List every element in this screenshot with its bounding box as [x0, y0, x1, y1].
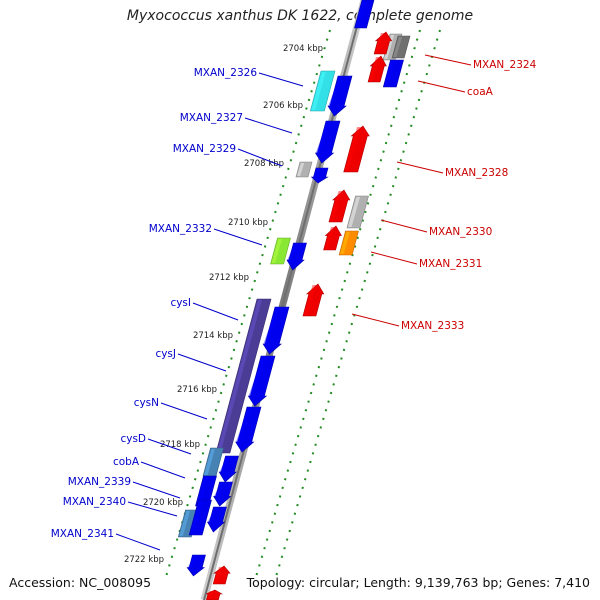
cysN-gene[interactable] [235, 406, 262, 453]
guide-line-inner-right [274, 29, 441, 581]
label-connector [127, 501, 178, 517]
MXAN_2339-gene[interactable] [213, 481, 233, 507]
MXAN_2333-gene[interactable] [302, 283, 325, 317]
guide-line-outer-right [254, 29, 421, 581]
label-connector [424, 54, 472, 66]
labels-layer: MXAN_2326 MXAN_2327 MXAN_2329 MXAN_2332 cysI… [51, 54, 537, 551]
MXAN_2340c-gene[interactable] [188, 499, 212, 536]
map-title: Myxococcus xanthus DK 1622, complete gen… [126, 8, 474, 24]
gene-label-left[interactable]: MXAN_2340 [63, 496, 126, 508]
gene-label-left[interactable]: cysI [170, 297, 191, 309]
MXAN_2342-red-gene[interactable] [212, 565, 231, 585]
ticks-layer: 2704 kbp 2706 kbp 2708 kbp 2710 kbp 2712 kbp… [124, 44, 323, 565]
MXAN_2326-gene[interactable] [309, 70, 336, 112]
cobA-gene[interactable] [218, 455, 239, 483]
MXAN_2322-top-gene[interactable] [354, 0, 375, 29]
label-connector [177, 353, 227, 372]
gene-label-left[interactable]: MXAN_2341 [51, 528, 114, 540]
gene-label-left[interactable]: cobA [113, 456, 140, 468]
label-connector [351, 313, 400, 327]
coaA-red-gene[interactable] [367, 55, 387, 83]
MXAN_2324-red-gene[interactable] [373, 31, 393, 55]
gene-label-left[interactable]: MXAN_2339 [68, 476, 131, 488]
tick-label: 2712 kbp [209, 273, 249, 283]
MXAN_2330-red-gene[interactable] [328, 189, 351, 223]
label-connector [244, 117, 293, 134]
gene-label-left[interactable]: MXAN_2326 [194, 67, 258, 79]
MXAN_2340b-gene[interactable] [177, 509, 199, 538]
tick-label: 2718 kbp [160, 440, 200, 450]
cysI-gene[interactable] [262, 306, 290, 355]
MXAN_2332-gene[interactable] [270, 237, 291, 265]
MXAN_2340-gene[interactable] [206, 506, 227, 533]
gene-label-left[interactable]: MXAN_2329 [173, 143, 236, 155]
tick-label: 2704 kbp [283, 44, 323, 54]
MXAN_2329-gene[interactable] [310, 167, 329, 184]
label-connector [237, 148, 283, 167]
tick-label: 2710 kbp [228, 218, 268, 228]
gene-label-right[interactable]: MXAN_2330 [429, 226, 492, 238]
label-connector [115, 533, 161, 551]
gene-label-right[interactable]: MXAN_2324 [473, 59, 537, 71]
tick-label: 2722 kbp [124, 555, 164, 565]
label-connector [160, 402, 208, 420]
tick-label: 2706 kbp [263, 101, 303, 111]
cysI-long-gene[interactable] [215, 298, 272, 454]
MXAN_2326-arrow-gene[interactable] [327, 75, 353, 117]
label-connector [192, 302, 239, 321]
gene-label-right[interactable]: coaA [467, 86, 494, 98]
genome-summary-text: Topology: circular; Length: 9,139,763 bp… [246, 575, 590, 590]
MXAN_2331-red-gene[interactable] [323, 225, 342, 251]
MXAN_2331-gene[interactable] [338, 230, 359, 256]
guide-line-outer-left [164, 29, 331, 581]
tick-label: 2716 kbp [177, 385, 217, 395]
label-connector [370, 251, 418, 265]
gene-label-left[interactable]: cysN [134, 397, 159, 409]
label-connector [380, 219, 428, 233]
MXAN_2328-gene[interactable] [343, 125, 370, 173]
label-connector [213, 228, 263, 246]
genes-layer [177, 0, 411, 600]
label-connector [140, 461, 186, 479]
MXAN_2341-gene[interactable] [186, 554, 206, 577]
gene-label-right[interactable]: MXAN_2328 [445, 167, 508, 179]
MXAN_2332-arrow-gene[interactable] [286, 242, 307, 271]
gene-label-left[interactable]: MXAN_2327 [180, 112, 243, 124]
label-connector [417, 80, 466, 93]
MXAN_2330-gene[interactable] [346, 195, 369, 229]
gene-label-right[interactable]: MXAN_2333 [401, 320, 464, 332]
gene-label-left[interactable]: MXAN_2332 [149, 223, 212, 235]
tick-label: 2714 kbp [193, 331, 233, 341]
label-connector [258, 72, 304, 87]
gene-label-right[interactable]: MXAN_2331 [419, 258, 482, 270]
label-connector [396, 161, 444, 174]
MXAN_2327-gene[interactable] [314, 120, 341, 164]
MXAN_2343-red-gene[interactable] [205, 589, 224, 600]
cysJ-gene[interactable] [247, 355, 276, 407]
gene-label-left[interactable]: cysD [120, 433, 146, 445]
accession-text: Accession: NC_008095 [9, 575, 152, 590]
MXAN_2324-gene[interactable] [391, 35, 411, 59]
tick-label: 2720 kbp [143, 498, 183, 508]
tick-label: 2708 kbp [244, 159, 284, 169]
label-connector [147, 438, 192, 455]
label-connector [132, 481, 181, 499]
gene-label-left[interactable]: cysJ [155, 348, 176, 360]
coaA-gene[interactable] [382, 59, 404, 88]
MXAN_2329-gray-gene[interactable] [295, 161, 313, 178]
